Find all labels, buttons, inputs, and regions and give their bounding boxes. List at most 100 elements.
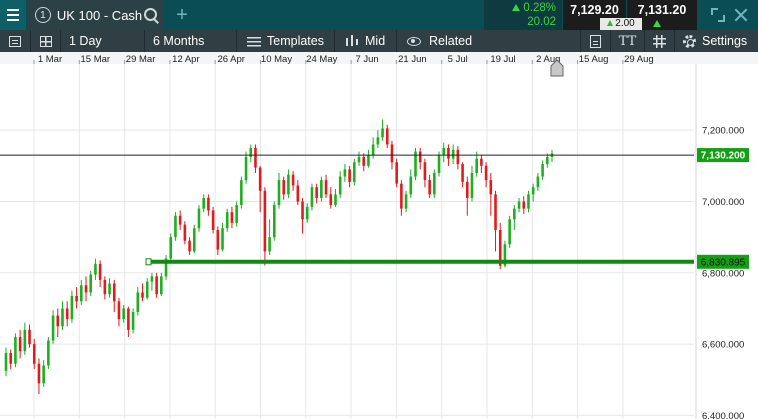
candle-body [160, 276, 163, 295]
candle-body [423, 162, 427, 181]
candle-body [517, 201, 521, 209]
price-change: 0.28% 20.02 [484, 0, 562, 30]
candle-body [197, 208, 201, 229]
candle-body [258, 167, 262, 191]
price-type-dropdown[interactable]: Mid [334, 30, 396, 52]
up-arrow-icon [512, 4, 521, 11]
templates-icon [247, 35, 261, 47]
candle-body [395, 162, 398, 184]
candle-body [56, 315, 60, 327]
candle-body [127, 308, 130, 330]
change-abs: 20.02 [527, 16, 556, 28]
layout-button[interactable] [30, 30, 60, 52]
candle-body [498, 230, 502, 266]
candle-body [249, 148, 253, 157]
document-icon [590, 34, 601, 48]
candle-body [296, 185, 300, 202]
date-marker-icon[interactable] [550, 59, 564, 77]
add-tab-button[interactable]: + [176, 3, 188, 26]
candle-body [494, 194, 497, 231]
x-tick-label: 15 Mar [81, 54, 111, 65]
candle-body [65, 308, 69, 320]
related-button[interactable]: Related [396, 30, 484, 52]
candle-body [353, 162, 356, 182]
candle-body [122, 308, 125, 320]
candle-body [315, 187, 318, 198]
candle-body [277, 180, 281, 206]
candle-body [545, 156, 549, 165]
up-arrow-icon [607, 20, 614, 26]
search-icon[interactable] [142, 6, 160, 24]
candle-body [112, 283, 116, 302]
candle-body [489, 180, 493, 195]
candle-body [32, 344, 36, 364]
related-label: Related [429, 34, 473, 48]
expand-icon[interactable] [710, 8, 725, 22]
candle-body [536, 176, 540, 188]
candle-body [117, 301, 121, 320]
candle-body [131, 312, 135, 330]
x-tick-label: 21 Jun [398, 54, 427, 65]
candle-body [442, 148, 446, 156]
sell-price: 7,129.20 [570, 3, 619, 17]
x-tick-label: 29 Aug [624, 54, 654, 65]
candle-body [169, 237, 173, 259]
window-controls [700, 0, 758, 30]
candle-body [404, 194, 408, 209]
x-tick-label: 29 Mar [126, 54, 156, 65]
list-button[interactable] [0, 30, 30, 52]
candle-body [376, 137, 380, 145]
x-tick-label: 7 Jun [355, 54, 378, 65]
candle-body [287, 174, 290, 195]
x-tick-label: 19 Jul [490, 54, 515, 65]
level-line-handle [145, 258, 152, 266]
candle-body [470, 172, 474, 198]
candle-body [221, 228, 224, 250]
current-price-label: 7,130.200 [701, 151, 746, 162]
candle-body [84, 285, 88, 293]
x-tick-label: 1 Mar [38, 54, 62, 65]
candle-body [254, 148, 257, 168]
y-axis-labels: 6,400.000 6,600.000 6,800.000 7,000.000 7,20… [702, 126, 744, 419]
candle-body [9, 353, 13, 364]
candle-body [310, 187, 314, 207]
spread-badge: 2.00 [600, 18, 642, 30]
candle-body [94, 263, 97, 275]
instrument-name: UK 100 - Cash [56, 7, 143, 23]
x-tick-label: 12 Apr [172, 54, 199, 65]
instrument-number-badge: 1 [35, 7, 51, 23]
candle-body [268, 237, 271, 252]
candle-body [240, 180, 243, 206]
candle-body [70, 295, 74, 320]
candle-body [541, 164, 544, 177]
interval-dropdown[interactable]: 1 Day [60, 30, 144, 52]
candle-body [178, 215, 182, 225]
price-chart[interactable]: 1 Mar 15 Mar 29 Mar 12 Apr 26 Apr 10 May 24 Ma… [0, 52, 758, 419]
templates-button[interactable]: Templates [236, 30, 334, 52]
sell-price-button[interactable]: 7,129.20 [563, 0, 626, 30]
candle-body [61, 308, 64, 327]
grid-icon [653, 34, 666, 48]
candle-body [437, 155, 441, 173]
notes-button[interactable] [580, 30, 610, 52]
range-dropdown[interactable]: 6 Months [144, 30, 236, 52]
candle-body [385, 128, 389, 145]
candle-body [381, 128, 384, 138]
candle-body [136, 292, 140, 313]
close-icon[interactable] [734, 8, 748, 22]
menu-button[interactable] [0, 0, 26, 30]
instrument-tab[interactable]: 1 UK 100 - Cash [28, 0, 164, 30]
candle-body [37, 363, 41, 384]
candle-body [263, 190, 267, 252]
text-tool-button[interactable]: TT [610, 30, 644, 52]
x-tick-label: 24 May [306, 54, 337, 65]
spread-value: 2.00 [615, 18, 635, 29]
candle-body [145, 281, 149, 298]
candle-body [433, 172, 436, 195]
settings-button[interactable]: Settings [674, 30, 758, 52]
x-grid [33, 60, 624, 419]
candle-body [329, 194, 333, 206]
candle-body [80, 285, 83, 302]
candle-body [484, 165, 488, 181]
crosshair-button[interactable] [644, 30, 674, 52]
